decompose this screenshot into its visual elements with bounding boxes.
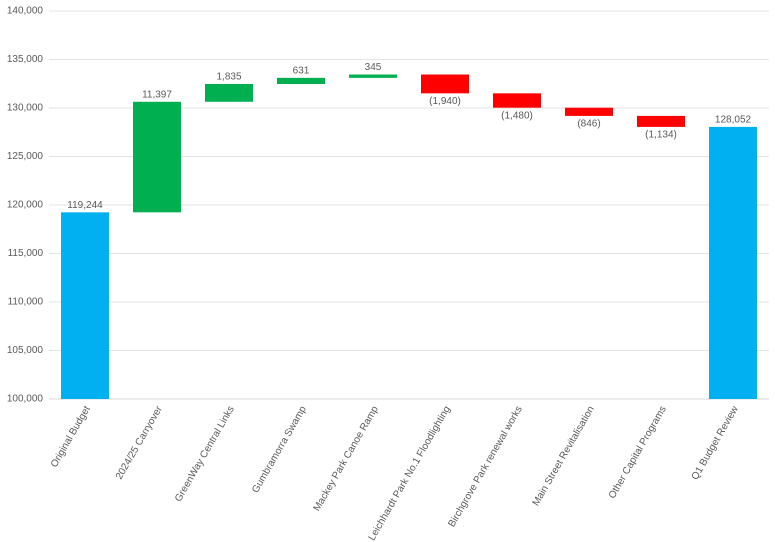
data-label: 128,052 [715,115,752,126]
data-label: (1,480) [501,110,533,121]
data-label: 119,244 [67,200,103,211]
x-tick-label: Birchgrove Park renewal works [446,404,524,529]
bar [565,107,613,116]
bar [349,74,397,78]
y-tick-label: 130,000 [7,103,44,114]
y-tick-label: 100,000 [7,394,44,405]
y-tick-label: 105,000 [7,345,44,356]
x-tick-label: Main Street Revitalisation [531,404,597,508]
x-tick-label: Mackey Park Canoe Ramp [312,404,381,513]
data-label: (846) [577,119,600,130]
y-tick-label: 115,000 [8,248,44,259]
data-label: (1,134) [645,130,677,141]
bar [133,101,181,213]
x-tick-label: Other Capital Programs [607,404,669,500]
data-label: 11,397 [142,89,172,100]
bar [61,212,109,399]
x-tick-label: Original Budget [49,404,93,469]
bar [493,93,541,108]
bar [277,77,325,84]
y-tick-label: 140,000 [7,6,44,17]
x-tick-label: Leichhardt Park No.1 Floodlighting [367,404,453,542]
data-label: 1,835 [216,72,241,83]
y-tick-label: 120,000 [7,200,44,211]
bar [421,74,469,94]
data-label: (1,940) [429,96,461,107]
x-tick-label: 2024/25 Carryover [114,404,165,482]
bar [205,83,253,102]
y-tick-label: 110,000 [8,297,44,308]
bar [709,126,757,399]
data-label: 631 [293,66,310,77]
x-tick-label: GreenWay Central Links [173,404,237,504]
x-tick-label: Q1 Budget Review [690,404,742,482]
y-tick-label: 125,000 [7,151,44,162]
bar [637,115,685,127]
y-tick-label: 135,000 [7,54,44,65]
data-label: 345 [365,62,382,73]
x-tick-label: Gumbramorra Swamp [250,404,309,495]
